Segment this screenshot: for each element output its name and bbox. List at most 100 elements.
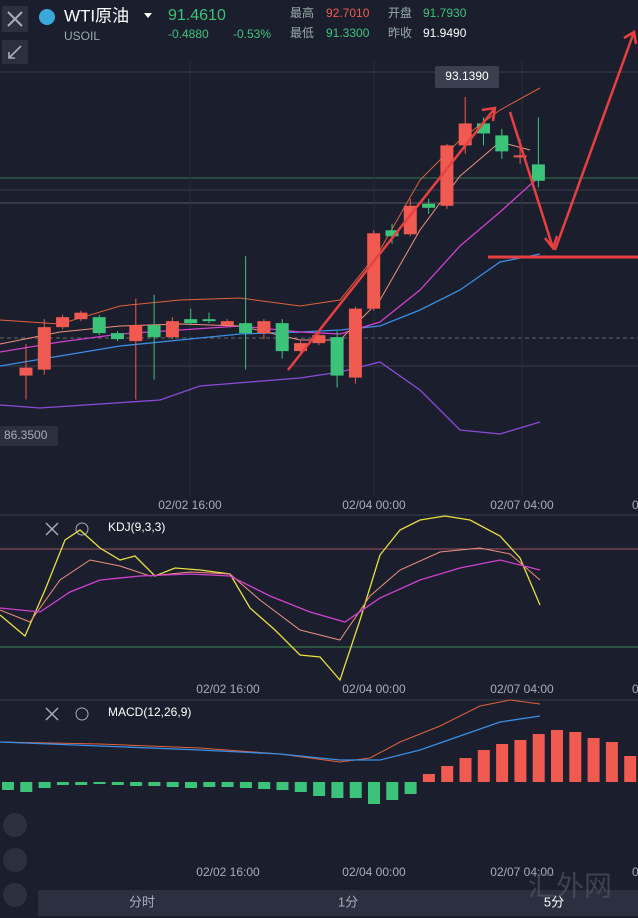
macd-bar (130, 782, 143, 786)
arrow (508, 111, 559, 251)
settings-icon[interactable] (75, 522, 89, 536)
close-indicator[interactable] (45, 522, 59, 536)
candle-body (165, 321, 179, 338)
macd-bar (386, 782, 399, 800)
kdj-label: KDJ(9,3,3) (108, 520, 165, 534)
macd-bar (459, 758, 472, 782)
price: 91.4610 (168, 7, 226, 24)
macd-bar (331, 782, 344, 798)
candle-body (37, 327, 51, 370)
candle-body (56, 317, 70, 328)
time-label: 02/07 04:00 (490, 865, 554, 879)
collapse-icon (8, 45, 22, 59)
candle-body (440, 145, 454, 206)
stat-label: 最高 (290, 5, 314, 20)
candle-body (19, 367, 33, 376)
stat-label: 开盘 (388, 5, 412, 20)
settings-icon[interactable] (75, 707, 89, 721)
close-button[interactable] (2, 6, 28, 32)
macd-bar (313, 782, 326, 796)
arrow (553, 29, 638, 251)
macd-bar (294, 782, 307, 792)
boll-lower (0, 361, 541, 435)
macd-bar (148, 782, 161, 786)
tab[interactable]: 5分 (544, 894, 564, 909)
tab-bar (38, 890, 638, 916)
macd-bar (203, 782, 216, 787)
stat-value: 91.3300 (326, 26, 370, 40)
stat-value: 91.7930 (423, 6, 467, 20)
macd-bar (2, 782, 14, 790)
high-label: 93.1390 (445, 69, 489, 83)
macd-histogram (2, 730, 637, 804)
collapse-button[interactable] (2, 40, 28, 64)
tool-candle[interactable] (3, 813, 27, 837)
symbol-name[interactable]: WTI原油 (64, 6, 129, 25)
macd-bar (532, 734, 545, 782)
macd-bar (38, 782, 51, 788)
candle-body (422, 203, 436, 208)
time-axis: 02/02 16:00 02/04 00:00 02/07 04:00 0 (196, 682, 638, 696)
stat-label: 最低 (290, 26, 314, 40)
candle-body (495, 135, 509, 152)
kdj-k (0, 547, 541, 641)
tool-draw[interactable] (3, 848, 27, 872)
macd-bar (404, 782, 417, 794)
tool-indicator[interactable] (3, 883, 27, 907)
macd-bar (422, 774, 435, 782)
time-label: 02/04 00:00 (342, 498, 406, 512)
candle-body (74, 312, 88, 320)
kdj-d (0, 559, 541, 623)
ma-line (0, 175, 541, 353)
candle-body (513, 155, 527, 158)
time-label: 02/04 00:00 (342, 865, 406, 879)
macd-bar (368, 782, 380, 804)
macd-bar (111, 782, 124, 785)
candle-body (348, 308, 362, 378)
low-label: 86.3500 (4, 428, 48, 442)
candle-body (92, 317, 106, 334)
close-indicator[interactable] (45, 707, 59, 721)
candle-body (184, 319, 198, 324)
change-pct: -0.53% (233, 27, 271, 41)
stat-value: 92.7010 (326, 6, 370, 20)
tab[interactable]: 分时 (129, 894, 155, 909)
symbol-icon (39, 9, 55, 25)
stat-value: 91.9490 (423, 26, 467, 40)
candle-body (312, 335, 326, 344)
candle-body (220, 321, 234, 326)
macd-bar (551, 730, 563, 782)
time-label: 0 (632, 682, 638, 696)
macd-bar (239, 782, 252, 788)
macd-bar (20, 782, 33, 792)
dropdown-icon[interactable] (144, 13, 152, 18)
macd-bar (514, 740, 527, 782)
candle-body (111, 333, 124, 340)
macd-bar (496, 744, 509, 782)
time-axis: 02/02 16:00 02/04 00:00 02/07 04:00 0 (158, 498, 638, 512)
kdj-j (0, 515, 541, 682)
macd-bar (221, 782, 234, 787)
macd-bar (605, 742, 618, 782)
candle-body (367, 233, 381, 309)
candle-body (294, 343, 307, 352)
tab[interactable]: 1分 (338, 894, 358, 909)
change: -0.4880 (168, 27, 209, 41)
macd-bar (587, 738, 600, 782)
macd-bar (93, 782, 106, 784)
macd-label: MACD(12,26,9) (108, 705, 191, 719)
watermark: 汇外网 (528, 870, 612, 901)
candle-body (385, 230, 399, 237)
time-label: 0 (632, 498, 638, 512)
time-label: 02/07 04:00 (490, 682, 554, 696)
macd-bar (166, 782, 179, 787)
macd-bar (349, 782, 362, 798)
macd-dif (0, 699, 541, 763)
macd-bar (477, 750, 490, 782)
candles (19, 96, 545, 400)
time-label: 02/02 16:00 (196, 865, 260, 879)
candle-body (129, 325, 143, 342)
symbol-code: USOIL (64, 29, 100, 43)
macd-bar (624, 756, 637, 782)
